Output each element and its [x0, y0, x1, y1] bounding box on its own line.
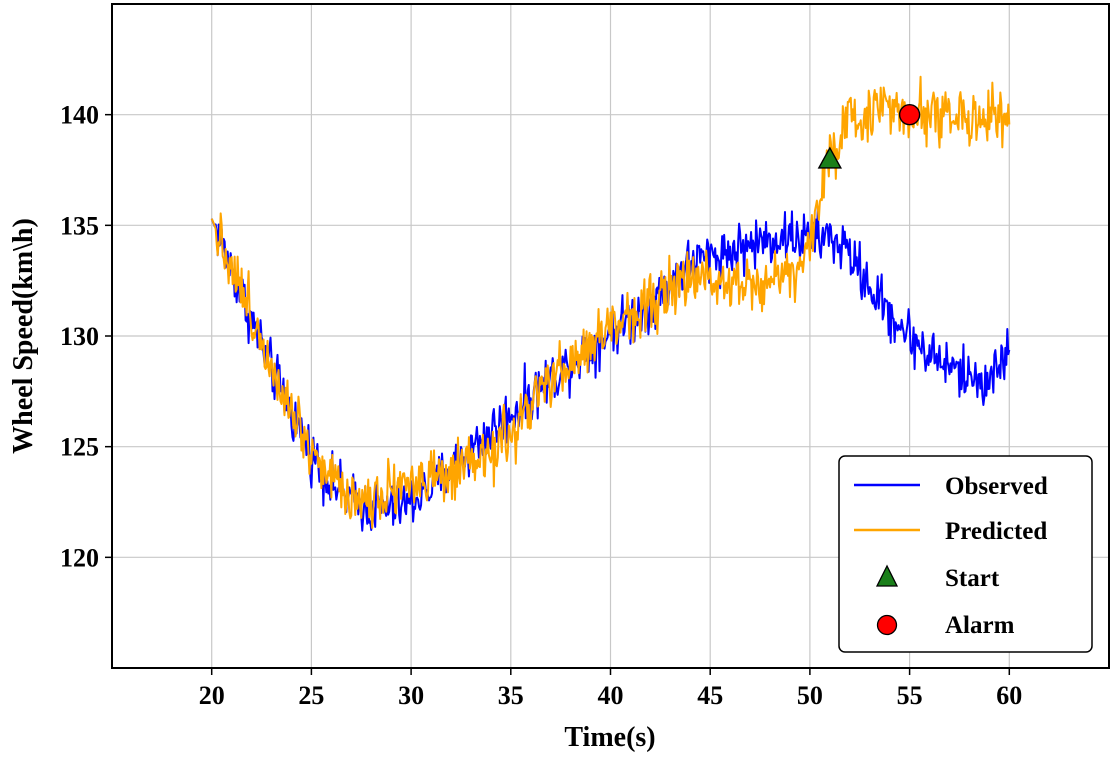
x-tick-label-20: 20 — [199, 681, 225, 710]
series-layer — [210, 75, 1011, 532]
x-axis-label: Time(s) — [564, 722, 655, 753]
y-tick-label-120: 120 — [60, 543, 99, 572]
x-tick-label-25: 25 — [298, 681, 324, 710]
legend-box — [838, 455, 1093, 653]
legend-predicted-label: Predicted — [945, 518, 1047, 545]
marker-start — [817, 146, 843, 169]
legend-observed-label: Observed — [945, 473, 1048, 500]
y-tick-label-130: 130 — [60, 322, 99, 351]
y-axis-label: Wheel Speed(km\h) — [8, 218, 39, 454]
legend-alarm-label: Alarm — [945, 612, 1015, 639]
legend-alarm-icon — [876, 614, 898, 636]
x-tick-label-55: 55 — [897, 681, 923, 710]
x-tick-label-30: 30 — [398, 681, 424, 710]
y-tick-labels: 120 125 130 135 140 — [60, 101, 112, 572]
x-tick-label-35: 35 — [498, 681, 524, 710]
legend-start-label: Start — [945, 565, 1000, 592]
legend-start-icon — [875, 564, 899, 587]
x-tick-label-45: 45 — [697, 681, 723, 710]
x-tick-label-50: 50 — [797, 681, 823, 710]
x-tick-label-40: 40 — [598, 681, 624, 710]
x-tick-label-60: 60 — [996, 681, 1022, 710]
marker-alarm — [898, 103, 921, 126]
series-line-predicted — [210, 75, 1011, 529]
y-tick-label-135: 135 — [60, 211, 99, 240]
x-tick-labels: 20 25 30 35 40 45 50 55 60 — [199, 668, 1022, 710]
y-tick-label-125: 125 — [60, 433, 99, 462]
y-tick-label-140: 140 — [60, 101, 99, 130]
marker-layer — [817, 103, 921, 169]
legend: Observed Predicted Start Alarm — [838, 455, 1093, 653]
